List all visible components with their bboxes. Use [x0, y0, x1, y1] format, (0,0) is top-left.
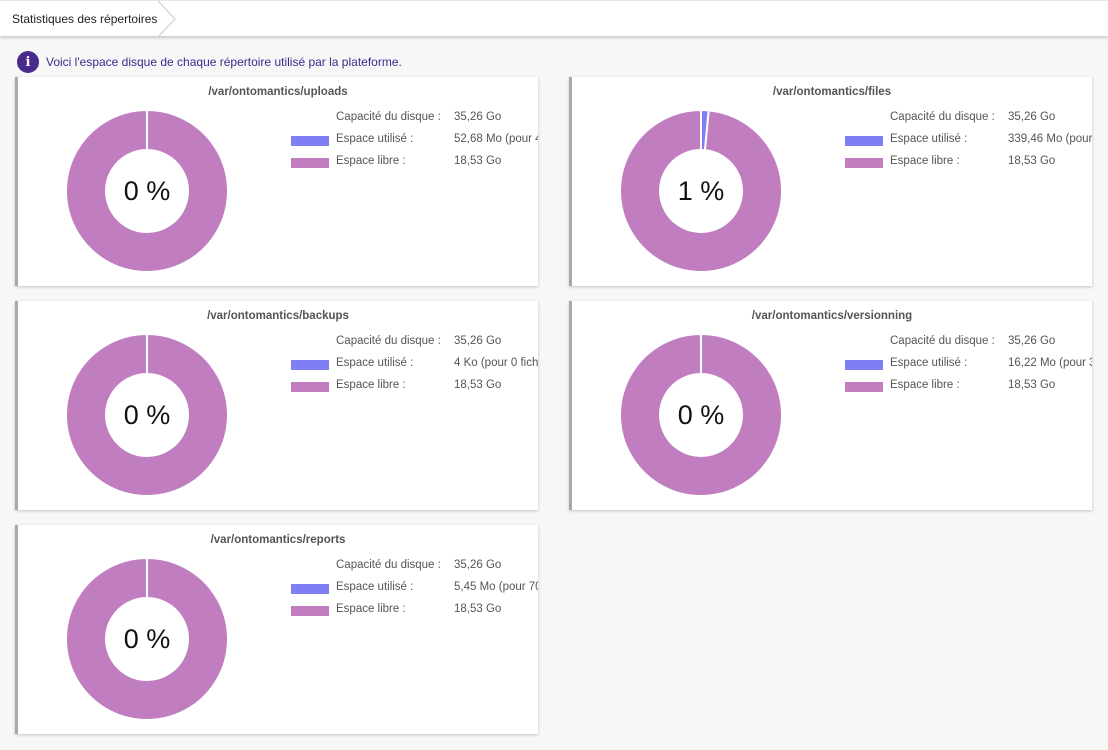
legend-row-free[interactable]: Espace libre : 18,53 Go — [289, 600, 538, 622]
usage-percent-label: 0 % — [677, 399, 725, 430]
legend-row-free[interactable]: Espace libre : 18,53 Go — [289, 376, 538, 398]
free-value: 18,53 Go — [454, 379, 502, 391]
used-label[interactable]: Espace utilisé : — [336, 357, 414, 369]
free-space-slice[interactable] — [620, 334, 782, 496]
capacity-value: 35,26 Go — [454, 335, 502, 347]
disk-legend: Capacité du disque : 35,26 Go Espace utili… — [843, 332, 1092, 398]
used-value: 4 Ko (pour 0 fich — [454, 357, 538, 369]
legend-row-used[interactable]: Espace utilisé : 52,68 Mo (pour 4 — [289, 130, 538, 152]
capacity-label: Capacité du disque : — [336, 335, 441, 347]
legend-row-used[interactable]: Espace utilisé : 4 Ko (pour 0 fich — [289, 354, 538, 376]
used-swatch[interactable] — [845, 136, 883, 146]
used-space-slice[interactable] — [700, 110, 710, 152]
free-label[interactable]: Espace libre : — [336, 379, 406, 391]
legend-row-capacity: Capacité du disque : 35,26 Go — [843, 332, 1092, 354]
capacity-value: 35,26 Go — [454, 559, 502, 571]
used-label[interactable]: Espace utilisé : — [890, 357, 968, 369]
directory-title: /var/ontomantics/reports — [210, 534, 346, 546]
legend-row-capacity: Capacité du disque : 35,26 Go — [843, 108, 1092, 130]
used-label[interactable]: Espace utilisé : — [336, 133, 414, 145]
legend-row-capacity: Capacité du disque : 35,26 Go — [289, 556, 538, 578]
free-space-slice[interactable] — [66, 334, 228, 496]
info-icon: i — [17, 51, 39, 73]
free-label[interactable]: Espace libre : — [336, 603, 406, 615]
used-label[interactable]: Espace utilisé : — [890, 133, 968, 145]
disk-usage-donut[interactable] — [620, 110, 782, 272]
breadcrumb-bar: Statistiques des répertoires — [0, 0, 1108, 37]
free-label[interactable]: Espace libre : — [336, 155, 406, 167]
directory-title: /var/ontomantics/files — [772, 86, 892, 98]
legend-row-used[interactable]: Espace utilisé : 5,45 Mo (pour 70 — [289, 578, 538, 600]
used-swatch[interactable] — [291, 360, 329, 370]
used-swatch[interactable] — [845, 360, 883, 370]
free-label[interactable]: Espace libre : — [890, 379, 960, 391]
info-message: i Voici l'espace disque de chaque répert… — [17, 50, 402, 74]
capacity-label: Capacité du disque : — [890, 335, 995, 347]
directory-title: /var/ontomantics/versionning — [751, 310, 913, 322]
directory-card: /var/ontomantics/reports 0 % Capacité du d… — [15, 525, 538, 734]
free-space-slice[interactable] — [620, 110, 782, 272]
legend-row-free[interactable]: Espace libre : 18,53 Go — [843, 376, 1092, 398]
capacity-label: Capacité du disque : — [336, 111, 441, 123]
disk-legend: Capacité du disque : 35,26 Go Espace utili… — [289, 332, 538, 398]
disk-usage-donut[interactable] — [620, 334, 782, 496]
breadcrumb-item[interactable]: Statistiques des répertoires — [0, 1, 173, 36]
free-label[interactable]: Espace libre : — [890, 155, 960, 167]
directory-card: /var/ontomantics/backups 0 % Capacité du d… — [15, 301, 538, 510]
used-value: 16,22 Mo (pour 3 — [1008, 357, 1092, 369]
legend-row-free[interactable]: Espace libre : 18,53 Go — [843, 152, 1092, 174]
capacity-label: Capacité du disque : — [890, 111, 995, 123]
directory-title: /var/ontomantics/uploads — [208, 86, 348, 98]
directory-card: /var/ontomantics/files 1 % Capacité du dis… — [569, 77, 1092, 286]
free-value: 18,53 Go — [1008, 155, 1056, 167]
legend-row-free[interactable]: Espace libre : 18,53 Go — [289, 152, 538, 174]
usage-percent-label: 0 % — [123, 623, 171, 654]
free-swatch[interactable] — [845, 158, 883, 168]
used-swatch[interactable] — [291, 136, 329, 146]
free-swatch[interactable] — [845, 382, 883, 392]
breadcrumb-label: Statistiques des répertoires — [12, 11, 158, 26]
legend-row-capacity: Capacité du disque : 35,26 Go — [289, 108, 538, 130]
free-swatch[interactable] — [291, 382, 329, 392]
directory-card: /var/ontomantics/uploads 0 % Capacité du d… — [15, 77, 538, 286]
used-label[interactable]: Espace utilisé : — [336, 581, 414, 593]
disk-legend: Capacité du disque : 35,26 Go Espace utili… — [289, 556, 538, 622]
free-value: 18,53 Go — [454, 603, 502, 615]
free-value: 18,53 Go — [454, 155, 502, 167]
capacity-value: 35,26 Go — [1008, 335, 1056, 347]
directory-title: /var/ontomantics/backups — [207, 310, 349, 322]
capacity-label: Capacité du disque : — [336, 559, 441, 571]
breadcrumb-chevron-icon — [158, 1, 176, 37]
disk-legend: Capacité du disque : 35,26 Go Espace utili… — [843, 108, 1092, 174]
free-space-slice[interactable] — [66, 110, 228, 272]
disk-usage-donut[interactable] — [66, 110, 228, 272]
usage-percent-label: 0 % — [123, 175, 171, 206]
usage-percent-label: 0 % — [123, 399, 171, 430]
info-text: Voici l'espace disque de chaque répertoi… — [46, 55, 402, 69]
capacity-value: 35,26 Go — [454, 111, 502, 123]
legend-row-used[interactable]: Espace utilisé : 16,22 Mo (pour 3 — [843, 354, 1092, 376]
disk-legend: Capacité du disque : 35,26 Go Espace utili… — [289, 108, 538, 174]
used-value: 339,46 Mo (pour — [1008, 133, 1092, 145]
directory-card: /var/ontomantics/versionning 0 % Capacité … — [569, 301, 1092, 510]
used-value: 52,68 Mo (pour 4 — [454, 133, 538, 145]
disk-usage-donut[interactable] — [66, 334, 228, 496]
used-value: 5,45 Mo (pour 70 — [454, 581, 538, 593]
capacity-value: 35,26 Go — [1008, 111, 1056, 123]
free-swatch[interactable] — [291, 606, 329, 616]
legend-row-capacity: Capacité du disque : 35,26 Go — [289, 332, 538, 354]
disk-usage-donut[interactable] — [66, 558, 228, 720]
used-swatch[interactable] — [291, 584, 329, 594]
usage-percent-label: 1 % — [677, 175, 725, 206]
free-space-slice[interactable] — [66, 558, 228, 720]
free-swatch[interactable] — [291, 158, 329, 168]
free-value: 18,53 Go — [1008, 379, 1056, 391]
legend-row-used[interactable]: Espace utilisé : 339,46 Mo (pour — [843, 130, 1092, 152]
